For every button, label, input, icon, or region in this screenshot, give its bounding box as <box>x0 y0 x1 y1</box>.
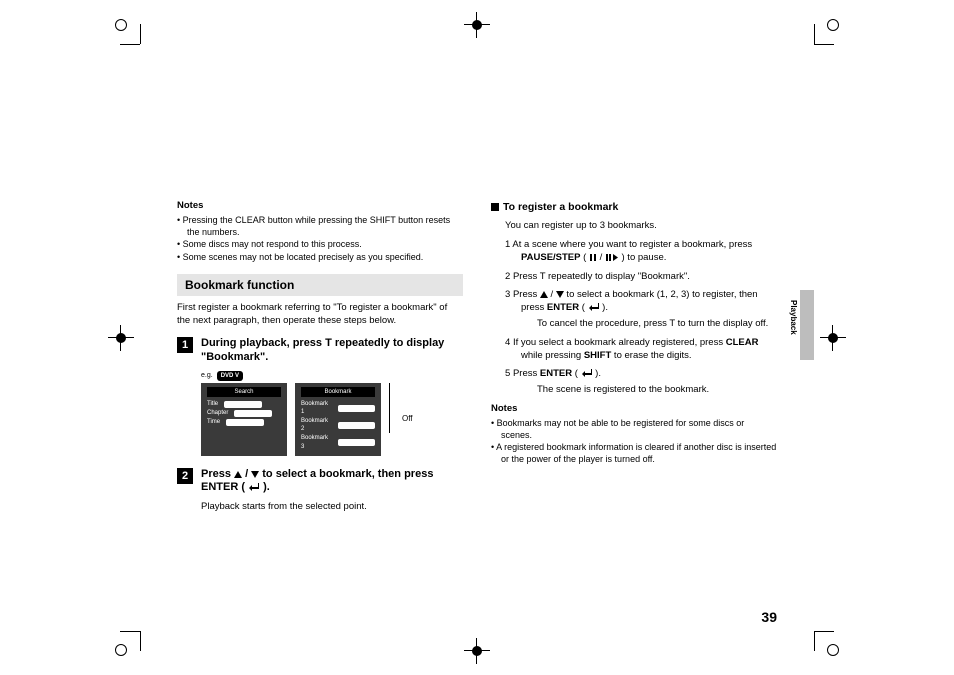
notes-heading: Notes <box>491 403 777 416</box>
list-item: Press T repeatedly to display "Bookmark"… <box>505 271 777 284</box>
panel-header: Search <box>207 387 281 397</box>
step-number-icon: 2 <box>177 468 193 484</box>
down-icon <box>556 291 564 298</box>
list-item: Bookmarks may not be able to be register… <box>491 418 777 441</box>
enter-icon <box>248 482 260 492</box>
row-label: Bookmark 3 <box>301 434 332 450</box>
enter-icon <box>588 302 600 312</box>
list-item: Press / to select a bookmark (1, 2, 3) t… <box>505 289 777 330</box>
left-column: Notes Pressing the CLEAR button while pr… <box>177 200 463 524</box>
pause-step-icon <box>605 253 619 262</box>
step-2: 2 Press / to select a bookmark, then pre… <box>177 468 463 496</box>
list-sub-text: The scene is registered to the bookmark. <box>521 384 777 397</box>
list-item: If you select a bookmark already registe… <box>505 337 777 363</box>
down-icon <box>251 471 259 478</box>
right-column: To register a bookmark You can register … <box>491 200 777 524</box>
intro-text: First register a bookmark referring to "… <box>177 302 463 328</box>
dvdv-badge: DVD V <box>217 371 243 381</box>
page-content: Notes Pressing the CLEAR button while pr… <box>177 50 777 625</box>
section-title: Bookmark function <box>177 274 463 296</box>
notes-heading: Notes <box>177 200 463 213</box>
step-text: Press / to select a bookmark, then press… <box>201 468 463 496</box>
osd-search-panel: Search Title Chapter Time <box>201 383 287 456</box>
step-number-icon: 1 <box>177 337 193 353</box>
list-item: Pressing the CLEAR button while pressing… <box>177 215 463 238</box>
list-item: Some scenes may not be located precisely… <box>177 252 463 264</box>
intro-text: You can register up to 3 bookmarks. <box>505 220 777 233</box>
list-item: A registered bookmark information is cle… <box>491 442 777 465</box>
pause-icon <box>589 253 597 262</box>
list-item: At a scene where you want to register a … <box>505 239 777 265</box>
sub-heading: To register a bookmark <box>491 200 777 214</box>
section-tab <box>800 290 814 360</box>
panel-header: Bookmark <box>301 387 375 397</box>
up-icon <box>540 291 548 298</box>
list-sub-text: To cancel the procedure, press T to turn… <box>521 318 777 331</box>
step-1: 1 During playback, press T repeatedly to… <box>177 337 463 365</box>
enter-icon <box>581 368 593 378</box>
row-label: Chapter <box>207 409 228 417</box>
list-item: Some discs may not respond to this proce… <box>177 239 463 251</box>
notes-list: Pressing the CLEAR button while pressing… <box>177 215 463 264</box>
osd-bookmark-panel: Bookmark Bookmark 1 Bookmark 2 Bookmark … <box>295 383 381 456</box>
step-text: During playback, press T repeatedly to d… <box>201 337 463 365</box>
osd-diagram: e.g. DVD V Search Title Chapter Time Boo… <box>201 371 463 456</box>
row-label: Bookmark 2 <box>301 417 332 433</box>
step-sub-text: Playback starts from the selected point. <box>201 501 463 514</box>
notes-list: Bookmarks may not be able to be register… <box>491 418 777 466</box>
row-label: Title <box>207 400 218 408</box>
eg-label: e.g. <box>201 371 213 380</box>
list-item: Press ENTER ( ). The scene is registered… <box>505 368 777 397</box>
numbered-list: At a scene where you want to register a … <box>505 239 777 397</box>
up-icon <box>234 471 242 478</box>
off-label: Off <box>402 414 413 425</box>
section-tab-label: Playback <box>789 300 798 335</box>
row-label: Bookmark 1 <box>301 400 332 416</box>
square-bullet-icon <box>491 203 499 211</box>
row-label: Time <box>207 418 220 426</box>
